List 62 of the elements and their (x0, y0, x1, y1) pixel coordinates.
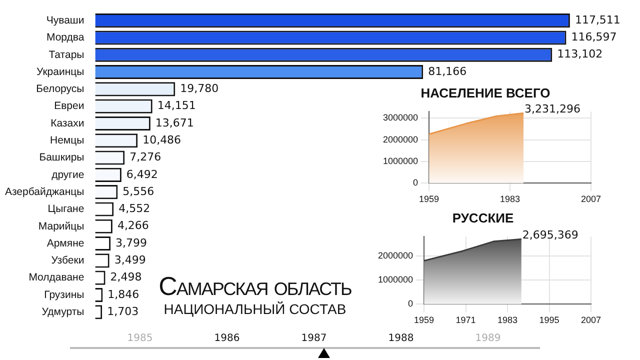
data-label: 6,492 (126, 168, 158, 181)
x-tick-label: 1995 (539, 315, 560, 326)
y-tick-label: 0 (408, 298, 414, 309)
data-label: 3,499 (114, 254, 146, 267)
text: 1988 (388, 333, 414, 344)
chart-title: НАСЕЛЕНИЕ ВСЕГО (420, 85, 550, 100)
y-tick-label: Белорусы (36, 83, 84, 96)
y-tick-label: Немцы (50, 134, 84, 147)
y-tick-label: Евреи (54, 100, 84, 112)
y-tick-label: Армяне (46, 237, 84, 250)
data-label: 3,799 (116, 236, 148, 250)
data-label: 1,703 (107, 304, 139, 318)
chart-title: РУССКИЕ (452, 210, 514, 226)
x-tick-label: 1959 (419, 194, 440, 204)
data-label: 2,695,369 (522, 228, 578, 242)
y-tick-label: Башкиры (39, 152, 84, 164)
y-tick-label: 2000000 (382, 134, 418, 144)
data-label: 7,276 (130, 150, 162, 164)
y-tick-label: 1000000 (378, 274, 414, 285)
y-tick-label: Татары (48, 48, 84, 61)
text: 1986 (214, 333, 240, 344)
y-tick-label: 2000000 (378, 250, 414, 260)
y-tick-label: Азербайджанцы (4, 186, 84, 198)
data-label: 4,266 (117, 219, 149, 232)
y-tick-label: Узбеки (51, 254, 84, 267)
text: 1989 (475, 333, 501, 344)
text: НАЦИОНАЛЬНЫЙ СОСТАВ (162, 301, 348, 317)
data-label: 13,671 (155, 116, 194, 130)
x-tick-label: 1971 (456, 315, 476, 326)
y-tick-label: Украинцы (36, 66, 84, 78)
data-label: 113,102 (557, 48, 603, 61)
x-tick-label: 2007 (580, 315, 602, 326)
x-tick-label: 1983 (498, 315, 518, 326)
y-tick-label: Грузины (44, 288, 84, 301)
data-label: 81,166 (428, 64, 467, 78)
text: 1985 (127, 333, 153, 344)
text: 1987 (301, 333, 327, 344)
y-tick-label: Марийцы (38, 220, 84, 232)
data-label: 1,846 (108, 288, 140, 301)
y-tick-label: Казахи (50, 117, 84, 130)
data-label: 117,511 (574, 13, 620, 26)
data-label: 14,151 (157, 99, 196, 112)
y-tick-label: другие (52, 168, 84, 181)
data-label: 116,597 (571, 30, 617, 44)
y-tick-label: Удмурты (42, 306, 84, 318)
y-tick-label: 3000000 (382, 112, 418, 123)
y-tick-label: 0 (413, 178, 418, 188)
data-label: 19,780 (180, 82, 219, 96)
text: Самарская область (158, 271, 352, 301)
x-tick-label: 2007 (580, 194, 602, 204)
y-tick-label: Молдаване (28, 272, 84, 284)
y-tick-label: 1000000 (382, 156, 418, 166)
data-label: 4,552 (118, 202, 150, 216)
data-label: 5,556 (122, 184, 154, 198)
data-label: 3,231,296 (524, 102, 580, 116)
x-tick-label: 1959 (414, 315, 434, 326)
x-tick-label: 1983 (500, 194, 520, 204)
y-tick-label: Цыгане (48, 203, 84, 216)
data-label: 10,486 (142, 133, 182, 146)
data-label: 2,498 (110, 270, 142, 284)
y-tick-label: Мордва (46, 32, 84, 44)
y-tick-label: Чуваши (46, 14, 84, 26)
